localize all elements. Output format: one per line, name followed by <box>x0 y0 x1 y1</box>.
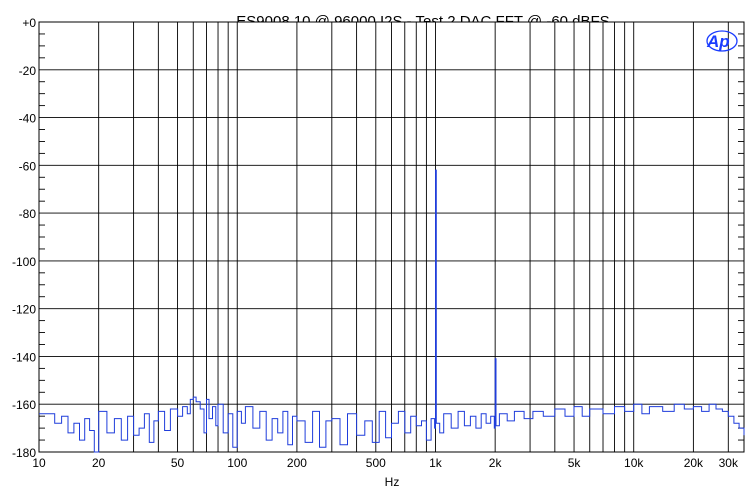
y-tick-label: -20 <box>19 64 37 78</box>
y-tick-label: +0 <box>22 16 36 30</box>
x-tick-label: 500 <box>366 456 386 470</box>
y-tick-label: -80 <box>19 207 37 221</box>
x-tick-label: 2k <box>489 456 503 470</box>
x-tick-label: 20 <box>92 456 106 470</box>
x-tick-label: 20k <box>684 456 704 470</box>
tick-labels: 10 20 50 100 200 500 1k 2k 5k 10k 20k 30k +0 -20 -40 -6… <box>12 16 739 470</box>
x-tick-label: 50 <box>171 456 185 470</box>
ap-logo-ring <box>706 30 738 52</box>
series-line <box>39 169 745 453</box>
x-tick-label: 5k <box>568 456 582 470</box>
y-tick-label: -120 <box>12 303 36 317</box>
x-tick-label: 1k <box>429 456 443 470</box>
x-axis-label: Hz <box>385 475 400 489</box>
ap-logo-icon: Ap <box>706 32 730 51</box>
x-tick-label: 10k <box>624 456 644 470</box>
x-tick-label: 100 <box>227 456 247 470</box>
y-tick-label: -60 <box>19 159 37 173</box>
x-tick-label: 10 <box>32 456 46 470</box>
x-tick-label: 200 <box>287 456 307 470</box>
y-tick-label: -140 <box>12 350 36 364</box>
y-tick-label: -40 <box>19 112 37 126</box>
y-tick-label: -160 <box>12 398 36 412</box>
y-tick-label: -100 <box>12 255 36 269</box>
y-tick-label: -180 <box>12 446 36 460</box>
x-tick-label: 30k <box>719 456 739 470</box>
